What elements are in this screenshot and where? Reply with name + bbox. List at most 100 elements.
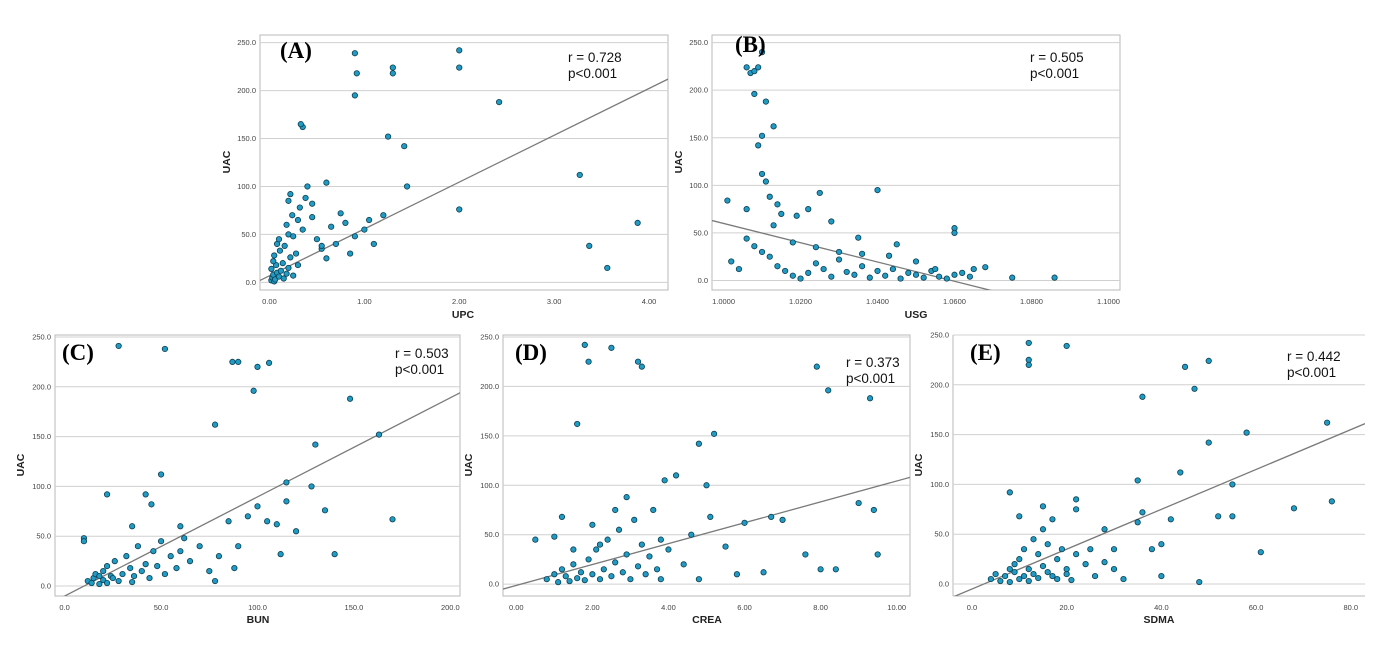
data-point — [751, 243, 758, 250]
data-point — [80, 538, 88, 545]
data-point — [1139, 509, 1146, 516]
y-tick-label: 100.0 — [689, 181, 708, 190]
data-point — [375, 431, 383, 438]
data-point — [889, 265, 897, 273]
data-point — [1101, 526, 1108, 533]
data-point — [456, 47, 463, 54]
data-point — [289, 212, 296, 219]
x-axis-label: USG — [905, 309, 928, 321]
data-point — [456, 206, 463, 213]
data-point — [1134, 519, 1141, 526]
x-tick-label: 50.0 — [154, 603, 169, 612]
data-point — [695, 576, 702, 583]
data-point — [758, 170, 766, 178]
data-point — [254, 363, 261, 370]
data-point — [142, 491, 149, 498]
data-point — [1030, 570, 1037, 578]
data-point — [570, 546, 577, 553]
x-tick-label: 6.00 — [737, 603, 752, 612]
data-point — [646, 553, 653, 560]
correlation-r: r = 0.373 — [846, 355, 900, 370]
data-point — [935, 273, 943, 280]
data-point — [1025, 361, 1032, 368]
data-point — [370, 240, 377, 248]
data-point — [138, 567, 145, 575]
regression-line — [953, 423, 1365, 596]
data-point — [346, 395, 354, 402]
data-point — [1324, 419, 1331, 426]
data-point — [1158, 541, 1165, 548]
data-point — [229, 358, 236, 365]
data-point — [932, 265, 939, 273]
data-point — [661, 477, 668, 484]
data-point — [905, 269, 912, 276]
x-tick-label: 80.0 — [1343, 603, 1358, 612]
data-point — [308, 483, 315, 490]
data-point — [724, 197, 731, 204]
p-value: p<0.001 — [1030, 66, 1079, 81]
data-point — [1044, 568, 1051, 576]
data-point — [281, 242, 288, 250]
data-point — [665, 546, 672, 553]
y-tick-label: 0.0 — [246, 278, 256, 287]
x-tick-label: 4.00 — [661, 603, 676, 612]
x-tick-label: 2.00 — [585, 603, 600, 612]
data-point — [612, 506, 619, 514]
data-point — [456, 64, 463, 71]
correlation-r: r = 0.728 — [568, 50, 622, 65]
data-point — [711, 430, 718, 437]
y-tick-label: 150.0 — [930, 430, 949, 439]
data-point — [1020, 546, 1028, 553]
data-point — [100, 567, 107, 575]
data-point — [250, 387, 257, 394]
data-point — [294, 216, 302, 224]
data-point — [177, 523, 184, 530]
data-point — [581, 341, 588, 348]
data-point — [820, 265, 827, 273]
correlation-r: r = 0.505 — [1030, 50, 1084, 65]
data-point — [805, 206, 812, 213]
data-point — [760, 569, 767, 576]
y-tick-label: 250.0 — [689, 38, 708, 47]
y-tick-label: 0.0 — [939, 580, 949, 589]
data-point — [543, 576, 550, 583]
data-point — [551, 533, 558, 540]
data-point — [743, 206, 750, 213]
x-axis-label: UPC — [452, 309, 475, 321]
data-point — [1167, 516, 1174, 523]
data-point — [558, 513, 566, 521]
x-axis-label: SDMA — [1144, 614, 1175, 626]
data-point — [1120, 575, 1127, 583]
data-point — [657, 536, 664, 543]
data-point — [1009, 274, 1016, 281]
data-point — [912, 271, 920, 278]
x-tick-label: 3.00 — [547, 297, 562, 306]
data-point — [653, 566, 661, 573]
data-point — [733, 571, 741, 578]
data-point — [1073, 506, 1080, 513]
data-point — [312, 441, 319, 448]
data-point — [631, 516, 638, 523]
x-tick-label: 1.00 — [357, 297, 372, 306]
data-point — [279, 260, 286, 267]
data-point — [589, 521, 596, 528]
data-point — [782, 267, 789, 275]
data-point — [299, 226, 306, 233]
y-tick-label: 200.0 — [480, 382, 499, 391]
data-point — [323, 255, 330, 262]
data-point — [1328, 498, 1335, 505]
data-point — [231, 565, 238, 572]
data-point — [271, 252, 278, 259]
data-point — [774, 201, 781, 208]
y-tick-label: 50.0 — [693, 228, 708, 237]
data-point — [695, 440, 702, 447]
data-point — [351, 233, 358, 240]
data-point — [855, 234, 862, 241]
x-tick-label: 1.0000 — [712, 297, 735, 306]
data-point — [593, 546, 600, 553]
data-point — [292, 250, 300, 257]
x-axis-label: CREA — [692, 614, 722, 626]
y-tick-label: 150.0 — [32, 432, 51, 441]
y-tick-label: 250.0 — [237, 38, 256, 47]
data-point — [366, 216, 373, 224]
